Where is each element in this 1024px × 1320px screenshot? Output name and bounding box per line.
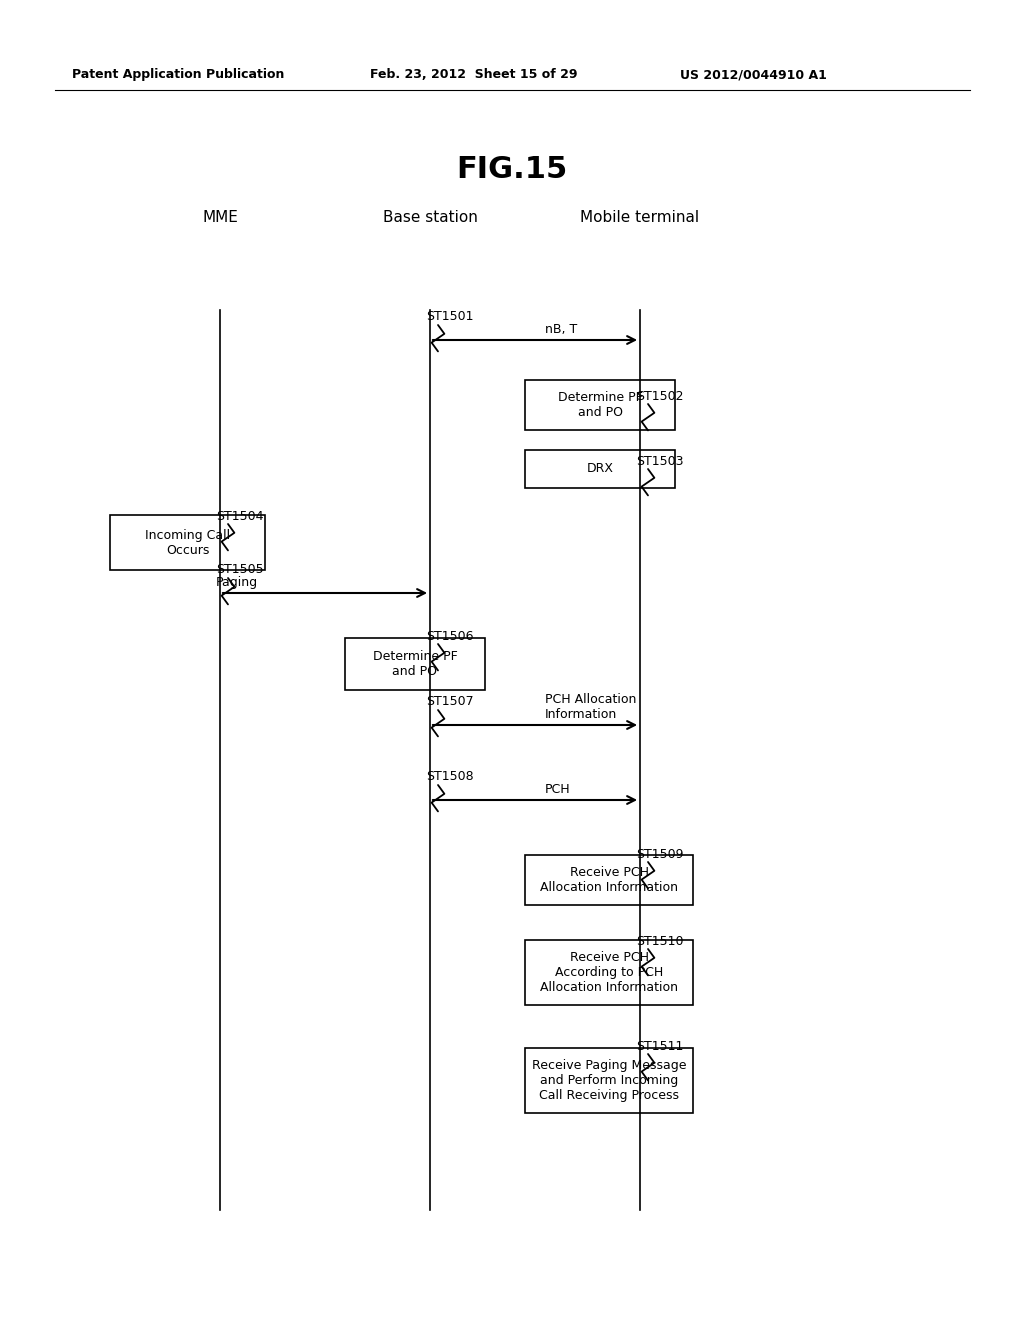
Text: FIG.15: FIG.15 bbox=[457, 154, 567, 183]
Text: Receive PCH
Allocation Information: Receive PCH Allocation Information bbox=[540, 866, 678, 894]
Text: US 2012/0044910 A1: US 2012/0044910 A1 bbox=[680, 69, 826, 81]
Text: ST1507: ST1507 bbox=[426, 696, 474, 708]
Text: ST1508: ST1508 bbox=[426, 770, 474, 783]
Text: ST1511: ST1511 bbox=[636, 1040, 683, 1053]
Text: ST1506: ST1506 bbox=[426, 630, 473, 643]
Text: ST1502: ST1502 bbox=[636, 389, 683, 403]
Bar bbox=[525, 940, 693, 1005]
Text: Paging: Paging bbox=[216, 576, 258, 589]
Text: Determine PF
and PO: Determine PF and PO bbox=[373, 649, 458, 678]
Text: ST1501: ST1501 bbox=[426, 310, 473, 323]
Text: nB, T: nB, T bbox=[545, 323, 578, 337]
Text: MME: MME bbox=[202, 210, 238, 224]
Text: PCH: PCH bbox=[545, 783, 570, 796]
Bar bbox=[525, 1048, 693, 1113]
Text: ST1504: ST1504 bbox=[216, 510, 263, 523]
Text: Feb. 23, 2012  Sheet 15 of 29: Feb. 23, 2012 Sheet 15 of 29 bbox=[370, 69, 578, 81]
Bar bbox=[110, 515, 265, 570]
Text: Base station: Base station bbox=[383, 210, 477, 224]
Text: ST1505: ST1505 bbox=[216, 564, 263, 576]
Text: ST1509: ST1509 bbox=[636, 847, 683, 861]
Text: Determine PF
and PO: Determine PF and PO bbox=[558, 391, 642, 418]
Bar bbox=[525, 380, 675, 430]
Text: PCH Allocation
Information: PCH Allocation Information bbox=[545, 693, 636, 721]
Bar bbox=[525, 855, 693, 906]
Text: Receive Paging Message
and Perform Incoming
Call Receiving Process: Receive Paging Message and Perform Incom… bbox=[531, 1059, 686, 1102]
Bar bbox=[345, 638, 485, 690]
Text: ST1503: ST1503 bbox=[636, 455, 683, 469]
Text: Incoming Call
Occurs: Incoming Call Occurs bbox=[145, 528, 230, 557]
Text: Patent Application Publication: Patent Application Publication bbox=[72, 69, 285, 81]
Text: ST1510: ST1510 bbox=[636, 935, 683, 948]
Bar bbox=[525, 450, 675, 488]
Text: Receive PCH
According to PCH
Allocation Information: Receive PCH According to PCH Allocation … bbox=[540, 950, 678, 994]
Text: DRX: DRX bbox=[587, 462, 613, 475]
Text: Mobile terminal: Mobile terminal bbox=[581, 210, 699, 224]
